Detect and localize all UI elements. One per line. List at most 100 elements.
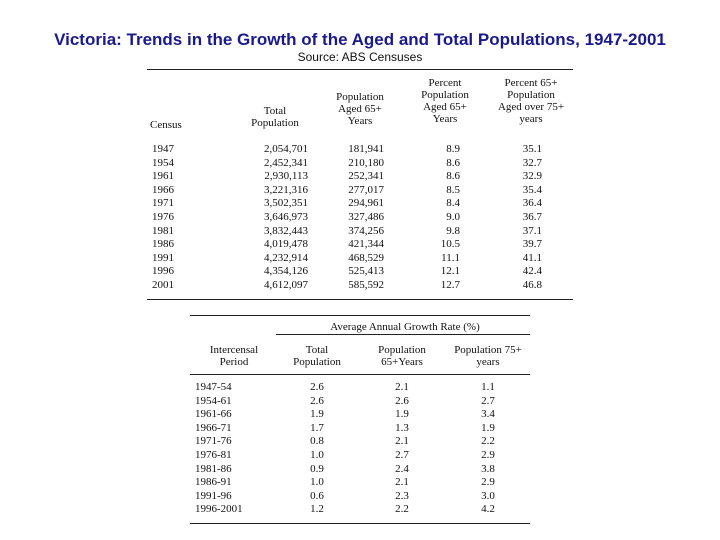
cell-total-growth: 2.6: [310, 394, 324, 407]
cell-total-growth: 0.8: [310, 435, 324, 448]
cell-percent-75: 36.7: [522, 211, 542, 223]
cell-total-growth: 1.7: [310, 421, 324, 434]
cell-p65-growth: 2.2: [395, 503, 409, 516]
header-percent-65: Percent Population Aged 65+ Years: [421, 77, 469, 125]
cell-p65-growth: 2.4: [395, 462, 409, 475]
cell-p65-growth: 1.3: [395, 421, 409, 434]
cell-p75-growth: 2.9: [481, 449, 495, 461]
cell-total-population: 3,221,316: [264, 183, 308, 196]
cell-p65-growth: 2.1: [395, 435, 409, 448]
cell-period: 1996-2001: [195, 503, 243, 516]
cell-percent-65: 9.0: [446, 211, 460, 223]
cell-aged-65: 210,180: [348, 156, 384, 169]
header-p65: Population 65+Years: [378, 344, 426, 368]
page-title: Victoria: Trends in the Growth of the Ag…: [54, 30, 666, 49]
cell-p75-growth: 4.2: [481, 503, 495, 516]
cell-p65-growth: 2.6: [395, 394, 409, 407]
table-top-rule: [147, 69, 573, 70]
cell-percent-65: 11.1: [441, 251, 460, 264]
cell-percent-75: 39.7: [522, 238, 542, 251]
cell-percent-75: 32.9: [522, 170, 542, 183]
cell-percent-65: 12.1: [440, 265, 460, 278]
cell-percent-65: 12.7: [440, 279, 460, 291]
cell-census: 1947: [152, 143, 174, 155]
source-note: Source: ABS Censuses: [297, 50, 423, 64]
table-bottom-rule: [147, 299, 573, 300]
cell-aged-65: 294,961: [348, 197, 384, 210]
group-header-rule: [276, 334, 530, 335]
cell-percent-65: 9.8: [446, 224, 460, 237]
cell-p75-growth: 1.1: [481, 381, 495, 393]
cell-percent-75: 36.4: [522, 197, 542, 210]
cell-period: 1976-81: [195, 449, 232, 461]
cell-p75-growth: 3.0: [481, 489, 495, 502]
cell-period: 1947-54: [195, 381, 232, 393]
table2-top-rule: [190, 315, 530, 316]
cell-p65-growth: 2.1: [395, 476, 409, 489]
cell-percent-65: 10.5: [440, 238, 460, 251]
cell-aged-65: 525,413: [348, 265, 384, 278]
header-period: Intercensal Period: [209, 344, 259, 368]
cell-p75-growth: 3.4: [481, 408, 495, 421]
cell-p75-growth: 2.9: [481, 476, 495, 489]
header-census: Census: [150, 119, 182, 131]
cell-percent-65: 8.6: [446, 170, 460, 183]
cell-total-population: 3,502,351: [264, 197, 308, 210]
cell-total-population: 2,452,341: [264, 156, 308, 169]
table2-header-rule: [190, 374, 530, 375]
cell-aged-65: 277,017: [348, 183, 384, 196]
cell-total-growth: 1.0: [310, 476, 324, 489]
cell-percent-75: 35.4: [522, 183, 542, 196]
cell-percent-65: 8.4: [446, 197, 460, 210]
cell-census: 1996: [152, 265, 174, 278]
cell-period: 1961-66: [195, 408, 232, 421]
cell-total-growth: 1.9: [310, 408, 324, 421]
cell-census: 1954: [152, 156, 174, 169]
cell-period: 1966-71: [195, 421, 232, 434]
cell-percent-65: 8.5: [446, 183, 460, 196]
cell-aged-65: 585,592: [348, 279, 384, 291]
cell-p65-growth: 2.7: [395, 449, 409, 461]
group-header-growth-rate: Average Annual Growth Rate (%): [330, 321, 480, 333]
cell-p75-growth: 1.9: [481, 421, 495, 434]
cell-census: 2001: [152, 279, 174, 291]
cell-census: 1991: [152, 251, 174, 264]
cell-total-population: 4,019,478: [264, 238, 308, 251]
cell-aged-65: 421,344: [348, 238, 384, 251]
cell-period: 1971-76: [195, 435, 232, 448]
cell-total-growth: 0.9: [310, 462, 324, 475]
cell-percent-75: 41.1: [522, 251, 542, 264]
cell-total-population: 2,930,113: [264, 170, 308, 183]
cell-aged-65: 181,941: [348, 143, 384, 155]
cell-percent-65: 8.9: [446, 143, 460, 155]
header-aged-65: Population Aged 65+ Years: [336, 91, 384, 127]
cell-percent-65: 8.6: [446, 156, 460, 169]
cell-total-population: 3,832,443: [264, 224, 308, 237]
cell-percent-75: 37.1: [522, 224, 542, 237]
cell-period: 1954-61: [195, 394, 232, 407]
cell-p75-growth: 2.2: [481, 435, 495, 448]
cell-total-population: 2,054,701: [264, 143, 308, 155]
cell-period: 1991-96: [195, 489, 232, 502]
cell-p75-growth: 3.8: [481, 462, 495, 475]
cell-period: 1981-86: [195, 462, 232, 475]
cell-p75-growth: 2.7: [481, 394, 495, 407]
cell-p65-growth: 2.3: [395, 489, 409, 502]
header-percent-75: Percent 65+ Population Aged over 75+ yea…: [497, 77, 565, 125]
cell-percent-75: 32.7: [522, 156, 542, 169]
cell-total-growth: 2.6: [310, 381, 324, 393]
header-total: Total Population: [293, 344, 341, 368]
header-total-population: Total Population: [251, 105, 299, 129]
cell-total-population: 3,646,973: [264, 211, 308, 223]
header-p75: Population 75+ years: [454, 344, 522, 368]
cell-total-growth: 1.2: [310, 503, 324, 516]
cell-census: 1981: [152, 224, 174, 237]
cell-total-population: 4,612,097: [264, 279, 308, 291]
cell-total-population: 4,232,914: [264, 251, 308, 264]
cell-aged-65: 327,486: [348, 211, 384, 223]
cell-aged-65: 374,256: [348, 224, 384, 237]
cell-percent-75: 46.8: [522, 279, 542, 291]
cell-census: 1961: [152, 170, 174, 183]
cell-census: 1976: [152, 211, 174, 223]
cell-census: 1971: [152, 197, 174, 210]
